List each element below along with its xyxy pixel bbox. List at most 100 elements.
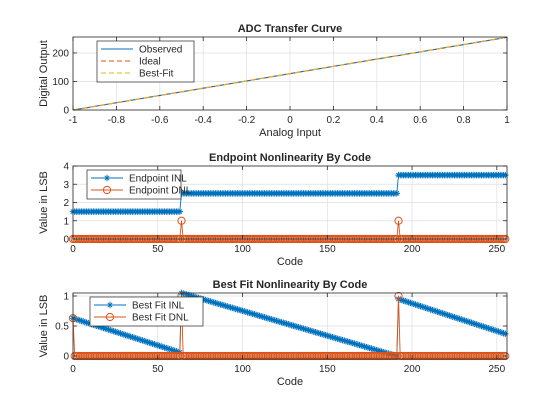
series-best-fit-inl-point (171, 347, 178, 354)
chart-2: 0 50 100 150 200 250 0 1 2 3 4 Endpoint Nonlinearit… (38, 152, 510, 268)
series-best-fit-inl-point (229, 304, 236, 312)
series-best-fit-inl-point (476, 322, 484, 329)
series-best-fit-inl-point (98, 324, 106, 331)
x-tick-label: -0.4 (195, 115, 213, 126)
series-best-fit-inl-point (424, 305, 431, 312)
series-best-fit-inl-point (281, 320, 289, 327)
legend-label: Ideal (139, 57, 161, 68)
series-best-fit-inl-point (461, 317, 468, 324)
x-tick-label: 50 (152, 364, 164, 375)
series-best-fit-inl-point (317, 330, 324, 337)
series-best-fit-inl-point (78, 317, 85, 325)
series-best-fit-inl-point (407, 299, 414, 307)
y-tick-label: 0 (63, 352, 69, 363)
series-best-fit-inl-point (120, 331, 128, 338)
series-best-fit-inl-point (266, 315, 273, 322)
series-best-fit-inl-point (412, 301, 419, 308)
series-best-fit-inl-point (458, 316, 465, 323)
legend-marker (103, 174, 111, 182)
series-best-fit-inl-point (169, 347, 177, 354)
series-best-fit-inl-point (163, 344, 170, 352)
x-axis-label: Analog Input (259, 127, 321, 139)
series-best-fit-inl-point (134, 335, 141, 343)
series-best-fit-inl-point (141, 337, 148, 345)
series-best-fit-inl-point (208, 298, 216, 306)
series-best-fit-inl-point (288, 322, 295, 329)
series-best-fit-inl-point (437, 309, 445, 317)
series-best-fit-inl-point (378, 348, 385, 355)
legend-marker (102, 185, 112, 195)
series-best-fit-inl-point (224, 303, 231, 310)
series-best-fit-inl-point (359, 342, 367, 350)
series-best-fit-inl-point (168, 346, 175, 353)
series-endpoint-dnl-point (177, 216, 186, 225)
chart-title: Best Fit Nonlinearity By Code (213, 279, 368, 291)
series-best-fit-inl-point (252, 311, 260, 319)
series-best-fit-inl-point (241, 308, 248, 315)
series-best-fit-inl-point (174, 348, 182, 356)
x-tick-label: 50 (152, 244, 164, 255)
series-best-fit-inl-point (363, 343, 370, 351)
series-best-fit-inl-point (107, 326, 114, 334)
series-best-fit-inl-point (417, 302, 424, 310)
series-best-fit-inl-point (313, 329, 321, 336)
series-best-fit-inl-point (419, 303, 426, 310)
series-best-fit-inl-point (346, 338, 353, 346)
series-best-fit-inl-point (71, 315, 78, 322)
series-best-fit-inl-point (108, 327, 116, 334)
series-best-fit-inl-point (405, 299, 412, 306)
series-best-fit-inl-point (139, 337, 146, 344)
x-tick-label: 0.8 (457, 115, 471, 126)
series-best-fit-inl-point (290, 322, 297, 329)
series-best-fit-inl-point (268, 316, 275, 323)
x-tick-label: 0 (70, 244, 76, 255)
series-best-fit-inl-point (446, 312, 453, 319)
series-best-fit-inl-point (110, 328, 117, 335)
series-best-fit-inl-point (263, 314, 270, 322)
series-best-fit-inl-point (373, 346, 380, 354)
series-best-fit-inl-point (352, 340, 360, 348)
series-best-fit-inl-point (79, 318, 87, 325)
series-best-fit-inl-point (74, 316, 82, 324)
series-best-fit-inl-point (430, 307, 438, 314)
series-best-fit-inl-point (274, 318, 282, 325)
series-best-fit-inl-point (179, 290, 187, 297)
series-best-fit-inl-point (144, 338, 151, 346)
series-best-fit-inl-point (125, 332, 133, 340)
series-best-fit-inl-point (85, 319, 92, 327)
series-best-fit-inl-point (483, 324, 490, 331)
series-best-fit-inl-point (319, 330, 326, 338)
series-best-fit-inl-point (478, 322, 485, 330)
series-best-fit-inl-point (152, 341, 160, 348)
legend-label: Best-Fit (139, 69, 174, 80)
series-best-fit-inl-point (486, 325, 494, 333)
series-best-fit-inl-point (232, 305, 239, 313)
series-best-fit-inl-point (347, 339, 355, 346)
series-best-fit-inl-point (413, 301, 421, 309)
chart-title: ADC Transfer Curve (238, 23, 343, 35)
series-best-fit-inl-point (500, 330, 507, 337)
series-best-fit-inl-point (356, 341, 363, 349)
series-best-fit-inl-point (81, 318, 89, 326)
series-best-fit-inl-point (432, 307, 439, 315)
y-tick-label: 0 (63, 106, 69, 117)
y-tick-label: 1 (63, 292, 69, 303)
series-best-fit-inl-point (302, 326, 309, 333)
chart-title: Endpoint Nonlinearity By Code (209, 152, 371, 164)
series-best-fit-inl-point (447, 312, 455, 320)
series-best-fit-inl-point (186, 292, 194, 299)
x-tick-label: -1 (69, 115, 78, 126)
chart-1: -1 -0.8 -0.6 -0.4 -0.2 0 0.2 0.4 0.6 0.8 1 0 100 200 A… (38, 23, 510, 139)
series-best-fit-inl-point (122, 331, 129, 339)
series-best-fit-inl-point (308, 327, 316, 335)
x-tick-label: 0 (287, 115, 293, 126)
series-best-fit-inl-point (425, 305, 433, 313)
series-best-fit-inl-point (415, 302, 423, 309)
series-best-fit-inl-point (285, 321, 292, 328)
series-best-fit-inl-point (124, 332, 131, 339)
series-best-fit-inl-point (442, 311, 450, 318)
series-best-fit-inl-point (247, 310, 255, 317)
series-best-fit-inl-point (312, 328, 319, 336)
x-tick-label: 0.2 (326, 115, 340, 126)
